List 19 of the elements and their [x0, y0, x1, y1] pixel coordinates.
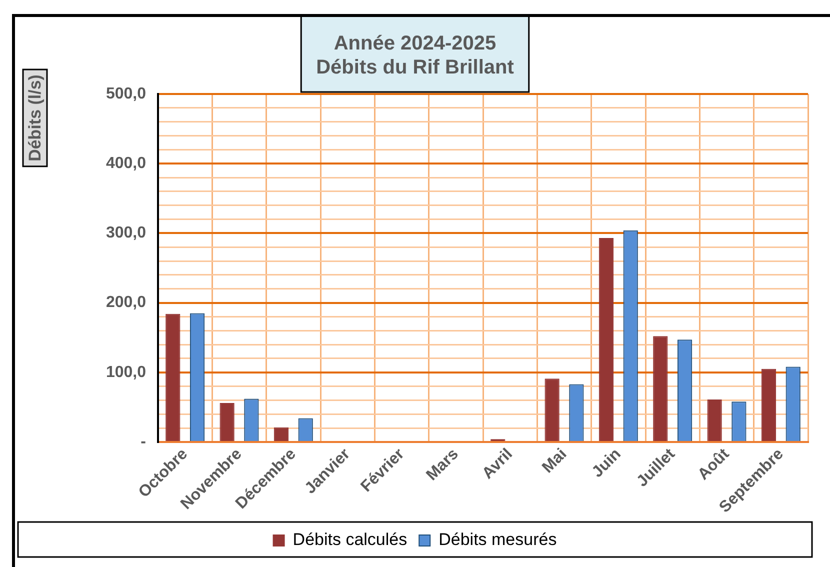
- y-tick-label: -: [140, 433, 146, 450]
- chart-title: Année 2024-2025 Débits du Rif Brillant: [316, 32, 514, 79]
- x-tick-label: Juin: [589, 446, 624, 481]
- bar: [544, 378, 560, 441]
- legend-label: Débits mesurés: [438, 530, 557, 550]
- bar: [653, 336, 668, 441]
- legend-label: Débits calculés: [292, 530, 408, 550]
- y-tick-label: 300,0: [106, 224, 146, 242]
- bar: [166, 314, 180, 441]
- bar: [220, 402, 234, 441]
- y-tick-label: 100,0: [106, 364, 146, 381]
- y-tick-label: 200,0: [106, 294, 146, 312]
- bar: [598, 238, 614, 441]
- y-axis-title: Débits (l/s): [26, 74, 45, 162]
- bar: [761, 368, 776, 441]
- x-tick-label: Mai: [539, 446, 570, 477]
- y-tick-label: 500,0: [106, 85, 146, 102]
- bar: [707, 400, 722, 441]
- y-tick-label: 400,0: [106, 154, 146, 172]
